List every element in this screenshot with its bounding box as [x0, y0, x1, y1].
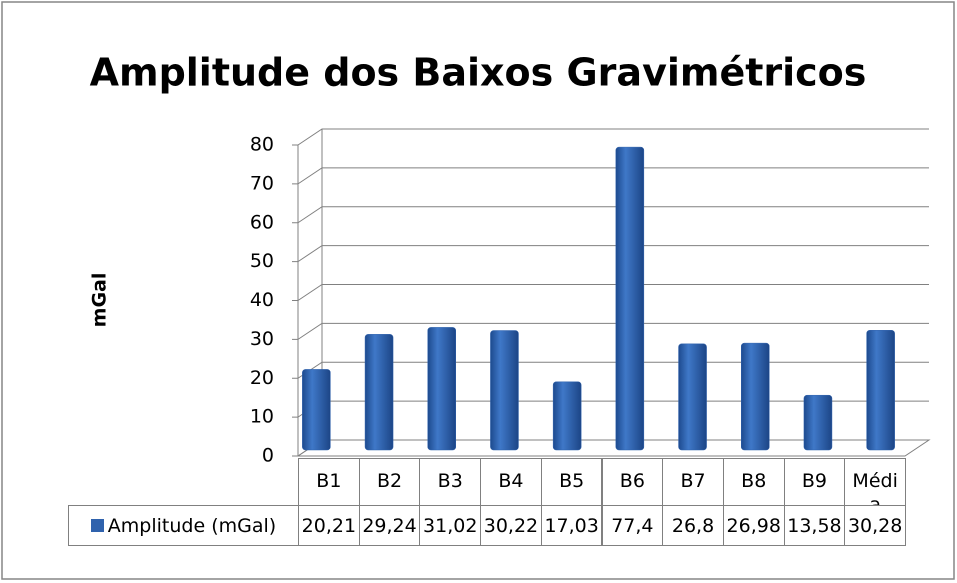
table-value: 20,21	[298, 505, 360, 546]
table-value: 13,58	[783, 505, 846, 546]
y-tick-label: 50	[250, 250, 274, 272]
table-category: B9	[783, 458, 846, 506]
grid-line	[297, 322, 929, 340]
bar	[866, 330, 895, 451]
chart-title: Amplitude dos Baixos Gravimétricos	[90, 51, 867, 95]
y-tick-label: 70	[250, 172, 274, 194]
y-tick-label: 80	[250, 134, 274, 156]
table-category: B4	[480, 458, 542, 506]
grid-line	[297, 206, 929, 224]
table-category: Média	[844, 458, 906, 506]
bar	[364, 334, 394, 451]
table-value: 26,98	[722, 505, 785, 546]
table-value: 31,02	[419, 505, 482, 546]
table-category: B1	[298, 458, 360, 506]
bar	[803, 394, 833, 451]
legend-entry: Amplitude (mGal)	[68, 505, 299, 546]
y-tick-label: 60	[250, 211, 274, 233]
table-category: B8	[722, 458, 785, 506]
y-tick-label: 20	[250, 367, 274, 389]
y-tick-label: 0	[262, 445, 274, 467]
table-category: B3	[419, 458, 482, 506]
bar	[427, 327, 456, 451]
grid-line	[297, 167, 929, 185]
legend-key	[90, 519, 104, 532]
table-category: B6	[601, 458, 664, 506]
table-category: B7	[662, 458, 724, 506]
table-value: 77,4	[601, 505, 664, 546]
bar	[615, 146, 645, 451]
table-value: 30,22	[480, 505, 542, 546]
y-tick-label: 40	[250, 289, 274, 311]
bar	[678, 343, 707, 451]
table-value: 17,03	[540, 505, 603, 546]
bar	[490, 330, 519, 451]
table-value: 29,24	[358, 505, 421, 546]
y-tick-label: 30	[250, 328, 274, 350]
table-category: B5	[540, 458, 603, 506]
y-tick-label: 10	[250, 406, 274, 428]
table-category: B2	[358, 458, 421, 506]
bar	[741, 342, 770, 451]
legend-label: Amplitude (mGal)	[107, 514, 277, 537]
y-axis-label: mGal	[89, 273, 111, 328]
bar	[302, 369, 331, 451]
grid-line	[297, 245, 929, 263]
bar	[552, 381, 582, 451]
table-value: 30,28	[844, 505, 906, 546]
grid-line	[297, 128, 929, 146]
table-value: 26,8	[662, 505, 724, 546]
grid-line	[297, 284, 929, 301]
